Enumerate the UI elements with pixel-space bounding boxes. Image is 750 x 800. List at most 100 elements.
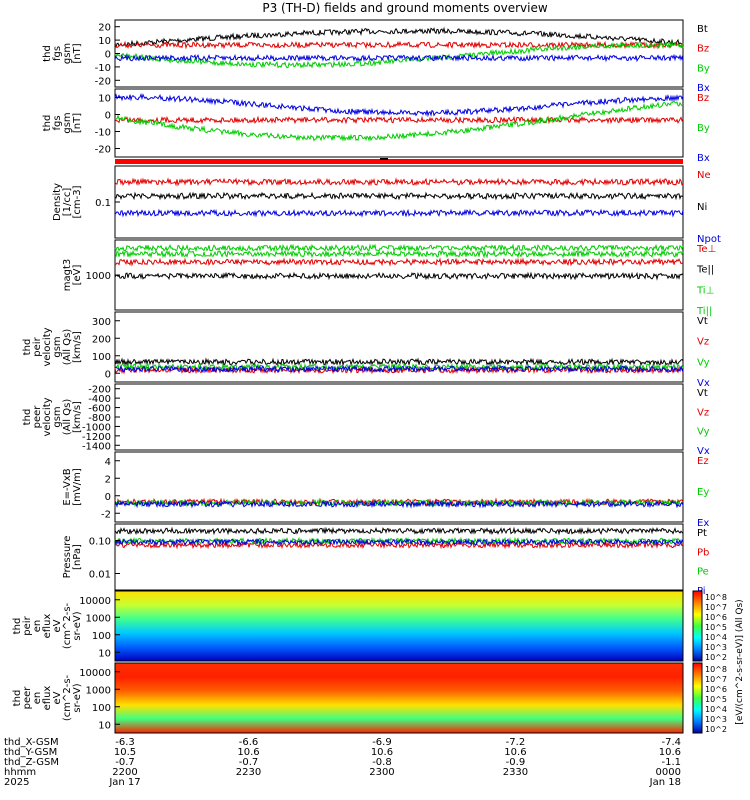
axis-label: [km/s] (72, 401, 83, 433)
tick-label: 0 (105, 111, 111, 122)
axis-label: eflux (42, 686, 53, 711)
legend-label: Pb (697, 547, 709, 558)
legend-label: Vt (697, 316, 708, 327)
tick-label: -800 (88, 413, 111, 424)
series-Bz (114, 40, 684, 50)
colorbar-label: 10^7 (705, 603, 727, 612)
spectrogram (115, 591, 683, 661)
xaxis-value: 10.5 (114, 747, 136, 758)
axis-label: gsm (62, 112, 73, 133)
colorbar-label: 10^3 (705, 715, 727, 724)
legend-label: Ne (697, 170, 711, 181)
xaxis-value: 10.6 (659, 747, 681, 758)
axis-label: [km/s] (72, 331, 83, 363)
tick-label: 0.1 (95, 198, 111, 209)
xaxis-value: -7.2 (506, 737, 526, 748)
legend-label: Vy (697, 427, 710, 438)
axis-label: [nT] (72, 113, 83, 133)
axis-label: thd (42, 45, 53, 62)
xaxis-value: 0000 (656, 767, 681, 778)
legend-label: Bx (697, 83, 710, 94)
series-Vy (114, 362, 684, 372)
panel-frame (114, 662, 684, 734)
colorbar-label: 10^2 (705, 653, 727, 662)
colorbar-label: 10^6 (705, 685, 727, 694)
tick-label: 300 (92, 317, 111, 328)
axis-label: en (32, 692, 43, 705)
tick-label: 10 (98, 36, 111, 47)
tick-label: 10000 (79, 596, 111, 607)
axis-label: gsm (52, 406, 63, 427)
spectrogram (115, 663, 683, 733)
axis-label: (cm^2-s- (62, 602, 73, 649)
xaxis-row-label: hhmm (4, 767, 36, 778)
legend-label: Ex (697, 518, 709, 529)
axis-label: peer (32, 405, 43, 429)
tick-label: 2 (105, 474, 111, 485)
series-Te|| (114, 271, 684, 281)
legend-label: Ti|| (696, 306, 712, 317)
panel-frame (114, 311, 684, 383)
series-Npot (114, 208, 684, 218)
series-Ti|| (114, 243, 684, 253)
quality-flag-mark (380, 158, 388, 160)
colorbar-label: 10^5 (705, 623, 727, 632)
axis-label: eV (52, 619, 63, 632)
colorbar-label: 10^6 (705, 613, 727, 622)
axis-label: fgs (52, 46, 63, 61)
xaxis-value: -6.9 (372, 737, 392, 748)
axis-label: (All Qs) (62, 399, 73, 436)
legend-label: Bx (697, 153, 710, 164)
tick-label: 10 (98, 648, 111, 659)
colorbar-label: 10^8 (705, 593, 727, 602)
xaxis-value: -0.8 (372, 757, 392, 768)
panel-3: 0.1 Density [1/cc] [cm-3] Ne Ni Npot (52, 165, 721, 245)
colorbar-label: 10^4 (705, 705, 727, 714)
tick-label: 0.01 (89, 570, 111, 581)
xaxis-row-label: 2025 (4, 777, 29, 788)
xaxis-value: 10.6 (237, 747, 259, 758)
legend-label: Npot (697, 234, 721, 245)
plot-title: P3 (TH-D) fields and ground moments over… (262, 1, 547, 15)
tick-label: -10 (95, 63, 111, 74)
panel-frame (114, 383, 684, 451)
series-Bx (114, 93, 684, 118)
xaxis-value: -1.1 (661, 757, 681, 768)
xaxis-value: -0.7 (115, 757, 135, 768)
axis-label: Pressure (62, 536, 73, 579)
colorbar-label: 10^4 (705, 633, 727, 642)
tick-label: 4 (105, 457, 111, 468)
colorbar (692, 662, 703, 734)
tick-label: 10000 (79, 668, 111, 679)
tick-label: -2 (101, 509, 111, 520)
xaxis-row-label: thd_X-GSM (4, 737, 59, 748)
axis-label: peir (22, 615, 33, 635)
series-By (114, 40, 684, 69)
tick-label: 100 (92, 352, 111, 363)
xaxis-value: 10.6 (504, 747, 526, 758)
axis-label: gsm (62, 43, 73, 64)
panel-1: 20 10 0 -10 -20 thd fgs gsm [nT] Bt Bz By Bx (42, 19, 710, 94)
tick-label: 1000 (86, 271, 111, 282)
legend-label: Pe (697, 567, 709, 578)
legend-label: Vz (697, 337, 709, 348)
xaxis-value: Jan 17 (108, 777, 140, 788)
panel-frame (114, 165, 684, 239)
tick-label: -200 (88, 385, 111, 396)
series-Bx (114, 53, 684, 63)
axis-label: [mV/m] (72, 468, 83, 506)
series-Bz (114, 115, 684, 125)
axis-label: peer (22, 686, 33, 710)
tick-label: -1200 (82, 432, 111, 443)
axis-label: [eV] (72, 265, 83, 286)
axis-label: (All Qs) (62, 329, 73, 366)
xaxis-value: -6.3 (115, 737, 135, 748)
legend-label: Vz (697, 407, 709, 418)
xaxis-value: -6.6 (239, 737, 259, 748)
panel-6: -200-400-600-800-1000-1200-1400 thd peer ve… (22, 383, 710, 457)
legend-label: Ey (697, 487, 709, 498)
panel-frame (114, 451, 684, 523)
tick-label: -400 (88, 394, 111, 405)
panel-frame (114, 590, 684, 662)
axis-label: velocity (42, 397, 53, 436)
